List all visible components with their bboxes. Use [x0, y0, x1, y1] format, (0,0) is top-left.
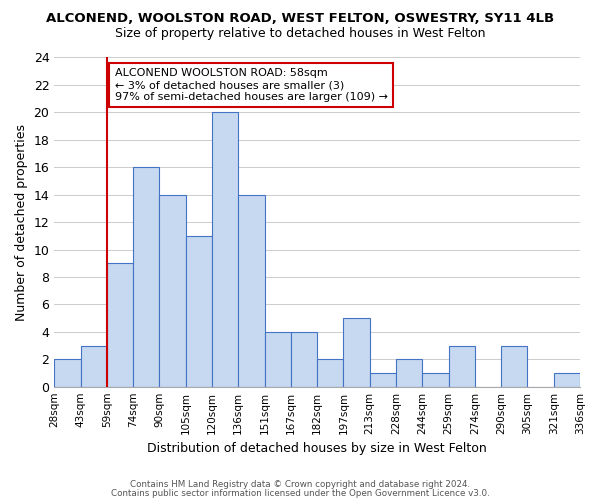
- Bar: [107, 263, 133, 386]
- Bar: [186, 236, 212, 386]
- Text: Contains public sector information licensed under the Open Government Licence v3: Contains public sector information licen…: [110, 488, 490, 498]
- Bar: [238, 194, 265, 386]
- Bar: [265, 332, 291, 386]
- Bar: [212, 112, 238, 386]
- Bar: [160, 194, 186, 386]
- Bar: [396, 359, 422, 386]
- Bar: [501, 346, 527, 387]
- Bar: [554, 373, 580, 386]
- Text: ALCONEND WOOLSTON ROAD: 58sqm
← 3% of detached houses are smaller (3)
97% of sem: ALCONEND WOOLSTON ROAD: 58sqm ← 3% of de…: [115, 68, 388, 102]
- Bar: [133, 167, 160, 386]
- Text: Size of property relative to detached houses in West Felton: Size of property relative to detached ho…: [115, 28, 485, 40]
- Bar: [317, 359, 343, 386]
- Bar: [80, 346, 107, 387]
- Text: Contains HM Land Registry data © Crown copyright and database right 2024.: Contains HM Land Registry data © Crown c…: [130, 480, 470, 489]
- X-axis label: Distribution of detached houses by size in West Felton: Distribution of detached houses by size …: [147, 442, 487, 455]
- Bar: [291, 332, 317, 386]
- Y-axis label: Number of detached properties: Number of detached properties: [15, 124, 28, 320]
- Bar: [54, 359, 80, 386]
- Bar: [370, 373, 396, 386]
- Bar: [449, 346, 475, 387]
- Bar: [422, 373, 449, 386]
- Bar: [343, 318, 370, 386]
- Text: ALCONEND, WOOLSTON ROAD, WEST FELTON, OSWESTRY, SY11 4LB: ALCONEND, WOOLSTON ROAD, WEST FELTON, OS…: [46, 12, 554, 26]
